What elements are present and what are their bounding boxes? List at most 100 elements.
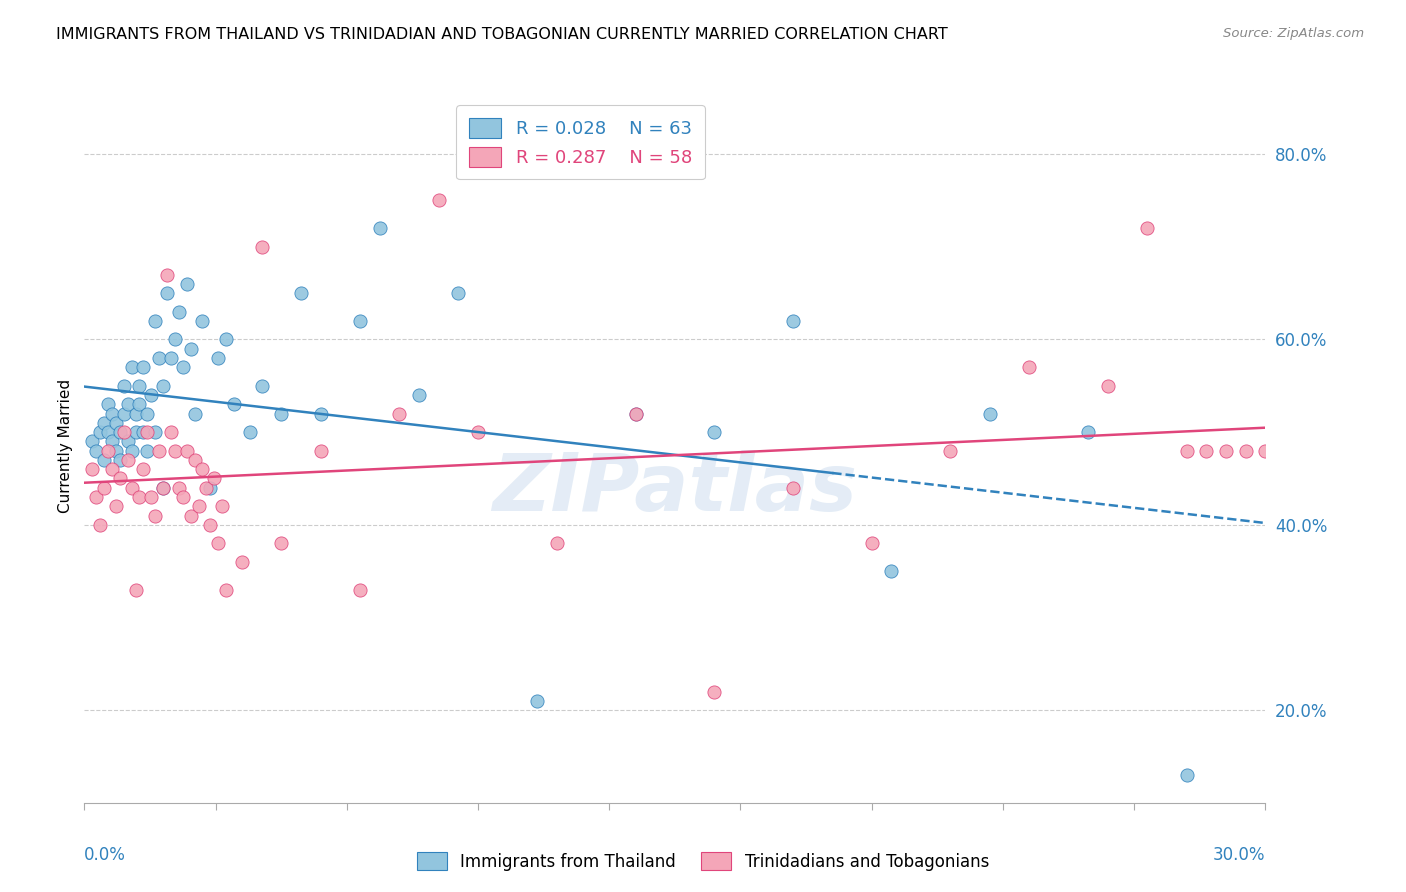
Point: [200, 481, 222, 495]
Point: [101, 462, 124, 476]
Point: [703, 425, 725, 439]
Point: [1254, 443, 1277, 458]
Point: [239, 425, 262, 439]
Point: [447, 286, 470, 301]
Point: [467, 425, 489, 439]
Point: [108, 453, 131, 467]
Point: [124, 407, 146, 421]
Point: [624, 407, 647, 421]
Point: [388, 407, 411, 421]
Point: [290, 286, 312, 301]
Point: [104, 500, 127, 514]
Point: [309, 407, 332, 421]
Point: [1097, 378, 1119, 392]
Point: [939, 443, 962, 458]
Point: [84, 443, 107, 458]
Point: [167, 481, 190, 495]
Point: [117, 453, 139, 467]
Point: [1234, 443, 1257, 458]
Point: [97, 397, 120, 411]
Point: [141, 388, 163, 402]
Point: [200, 517, 222, 532]
Point: [128, 378, 150, 392]
Point: [160, 351, 183, 365]
Point: [82, 434, 104, 449]
Point: [176, 277, 198, 291]
Text: ZIPatlas: ZIPatlas: [492, 450, 858, 528]
Point: [979, 407, 1001, 421]
Point: [132, 462, 155, 476]
Point: [89, 517, 111, 532]
Point: [93, 453, 115, 467]
Point: [368, 221, 391, 235]
Point: [104, 443, 127, 458]
Point: [82, 462, 104, 476]
Point: [117, 397, 139, 411]
Point: [1195, 443, 1218, 458]
Point: [309, 443, 332, 458]
Point: [152, 481, 174, 495]
Point: [108, 425, 131, 439]
Point: [187, 500, 209, 514]
Point: [408, 388, 430, 402]
Point: [782, 481, 804, 495]
Point: [215, 333, 238, 347]
Point: [183, 453, 205, 467]
Legend: Immigrants from Thailand, Trinidadians and Tobagonians: Immigrants from Thailand, Trinidadians a…: [409, 844, 997, 880]
Point: [1175, 443, 1198, 458]
Point: [1175, 768, 1198, 782]
Point: [1263, 443, 1285, 458]
Point: [143, 425, 166, 439]
Point: [152, 378, 174, 392]
Point: [121, 360, 143, 375]
Point: [202, 471, 225, 485]
Point: [191, 314, 214, 328]
Point: [148, 443, 170, 458]
Y-axis label: Currently Married: Currently Married: [58, 379, 73, 513]
Text: 0.0%: 0.0%: [84, 846, 127, 863]
Point: [132, 360, 155, 375]
Point: [101, 434, 124, 449]
Point: [191, 462, 214, 476]
Point: [97, 425, 120, 439]
Point: [143, 508, 166, 523]
Point: [84, 490, 107, 504]
Point: [93, 481, 115, 495]
Point: [176, 443, 198, 458]
Point: [136, 425, 159, 439]
Text: IMMIGRANTS FROM THAILAND VS TRINIDADIAN AND TOBAGONIAN CURRENTLY MARRIED CORRELA: IMMIGRANTS FROM THAILAND VS TRINIDADIAN …: [56, 27, 948, 42]
Point: [112, 407, 135, 421]
Point: [427, 194, 450, 208]
Point: [860, 536, 883, 550]
Point: [1018, 360, 1040, 375]
Text: 30.0%: 30.0%: [1213, 846, 1265, 863]
Point: [136, 443, 159, 458]
Point: [1077, 425, 1099, 439]
Point: [270, 407, 292, 421]
Point: [156, 286, 179, 301]
Point: [124, 582, 146, 597]
Point: [215, 582, 238, 597]
Point: [163, 333, 186, 347]
Point: [117, 434, 139, 449]
Point: [128, 490, 150, 504]
Point: [89, 425, 111, 439]
Point: [132, 425, 155, 439]
Point: [160, 425, 183, 439]
Point: [104, 416, 127, 430]
Point: [112, 378, 135, 392]
Point: [880, 564, 903, 578]
Point: [195, 481, 218, 495]
Point: [143, 314, 166, 328]
Point: [270, 536, 292, 550]
Point: [172, 360, 194, 375]
Point: [180, 508, 202, 523]
Point: [546, 536, 568, 550]
Point: [152, 481, 174, 495]
Point: [207, 536, 229, 550]
Point: [108, 471, 131, 485]
Point: [121, 443, 143, 458]
Point: [148, 351, 170, 365]
Point: [526, 694, 548, 708]
Point: [167, 304, 190, 318]
